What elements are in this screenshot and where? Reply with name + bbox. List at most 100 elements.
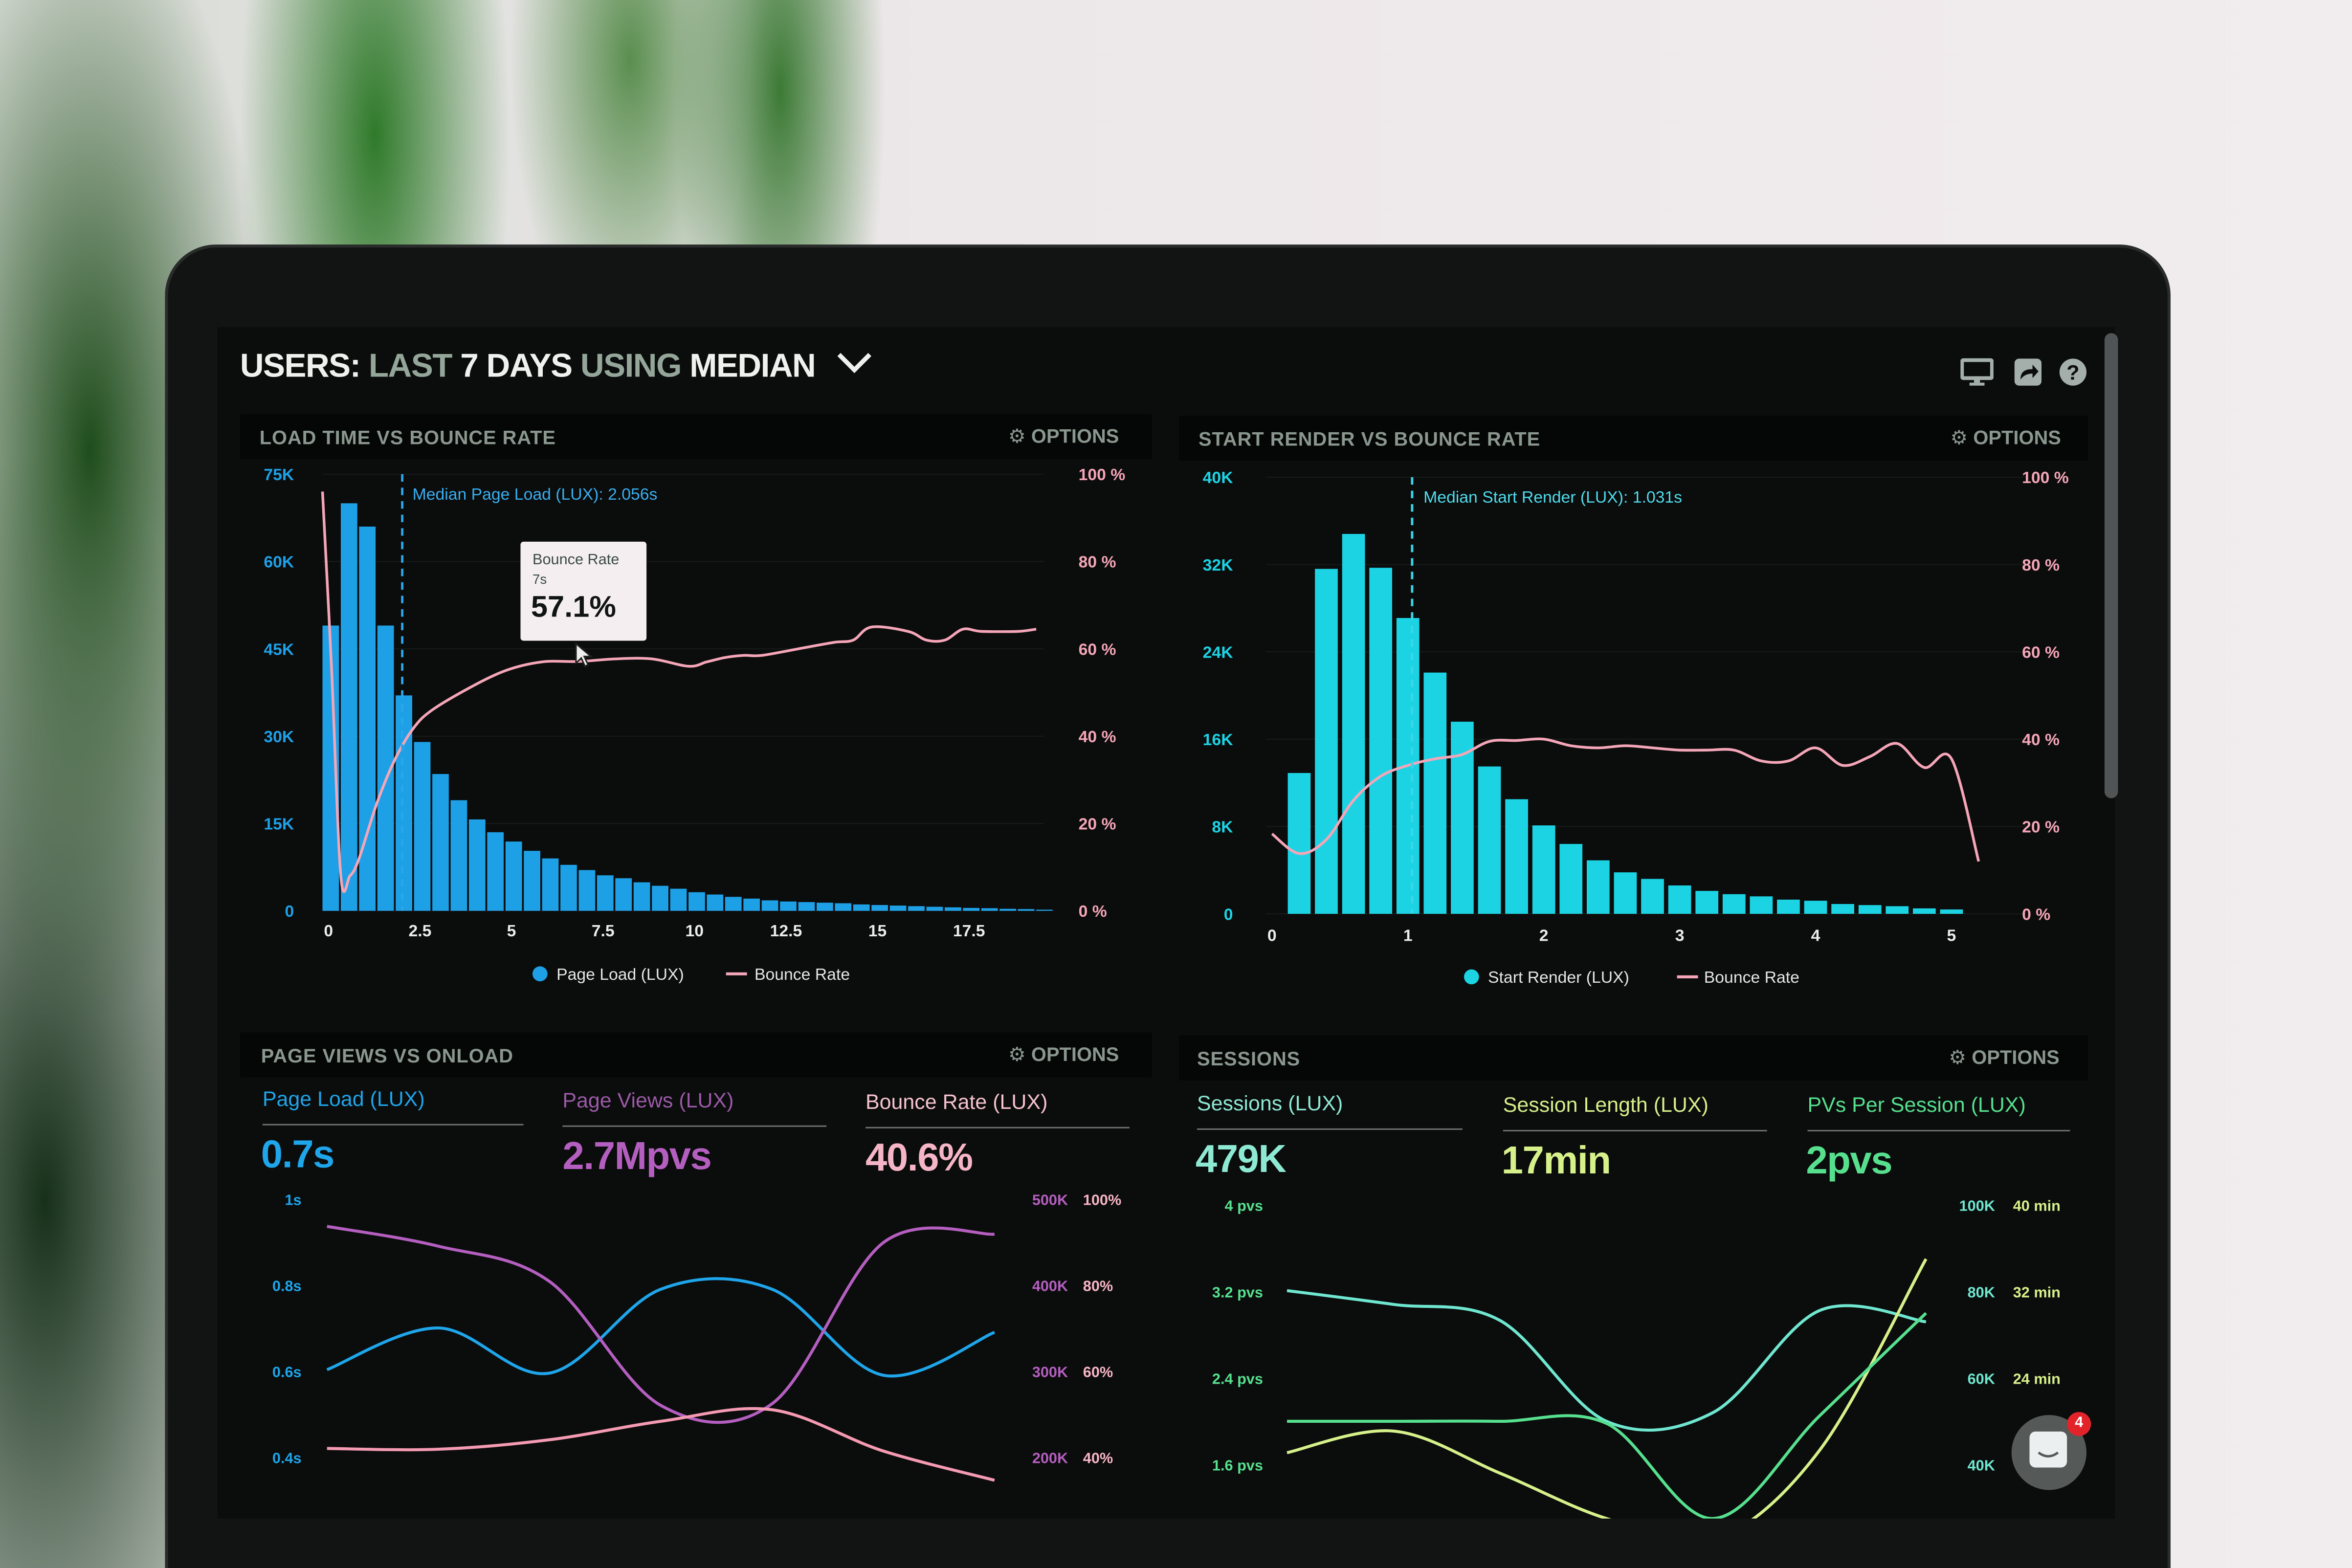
- histogram-bar[interactable]: [1423, 672, 1447, 914]
- histogram-bar[interactable]: [414, 742, 431, 911]
- page-title[interactable]: USERS: LAST 7 DAYS USING MEDIAN: [240, 339, 872, 386]
- histogram-bar[interactable]: [1559, 844, 1583, 914]
- histogram-bar[interactable]: [450, 800, 467, 911]
- histogram-bar[interactable]: [1586, 860, 1610, 914]
- divider: [1807, 1129, 2070, 1132]
- histogram-bar[interactable]: [652, 885, 668, 911]
- histogram-bar[interactable]: [1532, 825, 1555, 914]
- histogram-bar[interactable]: [1315, 569, 1338, 914]
- histogram-bar[interactable]: [1777, 899, 1800, 914]
- y-left-tick-label: 2.4 pvs: [1212, 1370, 1263, 1388]
- monitor-icon[interactable]: [1960, 357, 1994, 387]
- histogram-bar[interactable]: [1505, 799, 1528, 914]
- histogram-bar[interactable]: [1886, 906, 1909, 914]
- legend-label: Bounce Rate: [1704, 968, 1799, 987]
- histogram-bar[interactable]: [798, 902, 815, 911]
- histogram-bar[interactable]: [688, 892, 705, 911]
- histogram-bar[interactable]: [542, 858, 559, 911]
- histogram-bar[interactable]: [1369, 568, 1393, 914]
- histogram-bar[interactable]: [999, 908, 1016, 911]
- histogram-bar[interactable]: [707, 894, 724, 911]
- histogram-bar[interactable]: [578, 870, 596, 911]
- histogram-bar[interactable]: [761, 900, 778, 911]
- histogram-bar[interactable]: [1036, 909, 1053, 911]
- histogram-bar[interactable]: [487, 832, 504, 911]
- histogram-bar[interactable]: [743, 898, 760, 911]
- y-left-tick-label: 1s: [285, 1191, 301, 1208]
- bounce-rate-line[interactable]: [321, 491, 1037, 893]
- histogram-bar[interactable]: [1750, 896, 1773, 914]
- histogram-bar[interactable]: [1831, 904, 1854, 914]
- metric-label-page-load: Page Load (LUX): [262, 1086, 425, 1111]
- mouse-cursor-icon: [575, 642, 593, 667]
- histogram-bar[interactable]: [853, 904, 870, 911]
- title-aggregate: MEDIAN: [689, 346, 816, 384]
- histogram-bar[interactable]: [817, 903, 833, 911]
- histogram-bar[interactable]: [1342, 534, 1365, 914]
- series-line-1[interactable]: [327, 1225, 995, 1424]
- histogram-bar[interactable]: [1287, 773, 1311, 914]
- histogram-bar[interactable]: [468, 819, 486, 911]
- histogram-bar[interactable]: [524, 851, 540, 911]
- share-icon[interactable]: [2012, 357, 2044, 387]
- histogram-bar[interactable]: [1614, 872, 1637, 914]
- histogram-bar[interactable]: [1695, 891, 1719, 914]
- y-right-tick-label: 20 %: [2022, 818, 2060, 837]
- histogram-bar[interactable]: [1722, 894, 1746, 914]
- histogram-bar[interactable]: [505, 841, 522, 911]
- histogram-bar[interactable]: [670, 888, 687, 911]
- histogram-bar[interactable]: [1478, 766, 1501, 914]
- y-right-tick-label: 40 %: [2022, 730, 2060, 749]
- panel-title: SESSIONS: [1197, 1047, 1301, 1070]
- histogram-bar[interactable]: [780, 901, 797, 911]
- series-line-0[interactable]: [326, 1277, 995, 1378]
- histogram-bar[interactable]: [597, 875, 614, 911]
- scrollbar[interactable]: [2104, 333, 2118, 798]
- histogram-bar[interactable]: [1641, 879, 1664, 914]
- y-left-tick-label: 3.2 pvs: [1212, 1284, 1263, 1301]
- bounce-rate-line[interactable]: [1271, 737, 1980, 862]
- options-button[interactable]: ⚙ OPTIONS: [1008, 425, 1119, 449]
- histogram-bar[interactable]: [633, 882, 650, 911]
- metric-label-bounce-rate: Bounce Rate (LUX): [865, 1089, 1048, 1114]
- histogram-bar[interactable]: [944, 907, 961, 911]
- divider: [262, 1124, 524, 1126]
- options-button[interactable]: ⚙ OPTIONS: [1951, 426, 2061, 450]
- histogram-bar[interactable]: [340, 503, 357, 911]
- series-line-2[interactable]: [1287, 1312, 1927, 1519]
- histogram-bar[interactable]: [871, 905, 888, 911]
- histogram-bar[interactable]: [963, 907, 980, 911]
- histogram-bar[interactable]: [615, 878, 632, 911]
- histogram-bar[interactable]: [926, 906, 943, 911]
- y-left-tick-label: 40K: [1203, 468, 1234, 487]
- histogram-bar[interactable]: [1804, 901, 1827, 914]
- options-button[interactable]: ⚙ OPTIONS: [1949, 1046, 2059, 1070]
- histogram-bar[interactable]: [1018, 909, 1035, 911]
- histogram-bar[interactable]: [1668, 885, 1691, 914]
- histogram-bar[interactable]: [908, 906, 925, 911]
- series-line-1[interactable]: [1287, 1258, 1928, 1544]
- histogram-bar[interactable]: [1913, 908, 1936, 914]
- series-line-0[interactable]: [1287, 1289, 1927, 1432]
- histogram-bar[interactable]: [725, 897, 742, 911]
- y-left-tick-label: 30K: [264, 728, 294, 746]
- panel-title: START RENDER VS BOUNCE RATE: [1198, 427, 1541, 450]
- gear-icon: ⚙: [1950, 426, 1974, 449]
- histogram-bar[interactable]: [889, 905, 907, 911]
- help-icon[interactable]: ?: [2057, 357, 2089, 387]
- histogram-bar[interactable]: [396, 695, 412, 911]
- panel-header-start-render: START RENDER VS BOUNCE RATE ⚙ OPTIONS: [1179, 416, 2088, 461]
- histogram-bar[interactable]: [432, 774, 449, 911]
- chat-button[interactable]: 4: [2011, 1412, 2091, 1490]
- median-annotation: Median Start Render (LUX): 1.031s: [1423, 488, 1682, 507]
- histogram-bar[interactable]: [560, 864, 577, 911]
- histogram-bar[interactable]: [1940, 909, 1963, 914]
- histogram-bar[interactable]: [835, 903, 852, 911]
- options-button[interactable]: ⚙ OPTIONS: [1008, 1043, 1119, 1067]
- series-line-2[interactable]: [327, 1407, 995, 1482]
- x-tick-label: 0: [1267, 926, 1277, 945]
- x-tick-label: 2: [1539, 926, 1549, 945]
- histogram-bar[interactable]: [1858, 905, 1882, 914]
- y-right-tick-label: 300K: [1032, 1363, 1068, 1380]
- histogram-bar[interactable]: [981, 908, 998, 911]
